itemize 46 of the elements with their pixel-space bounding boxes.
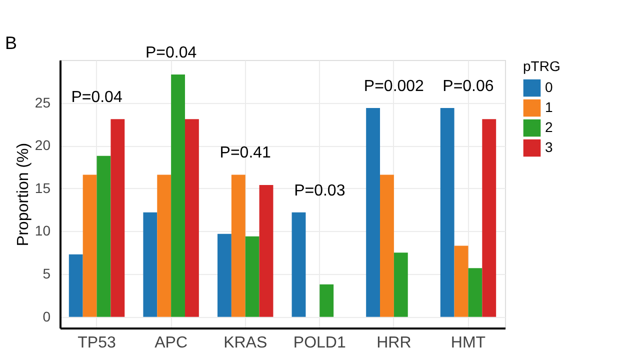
bar bbox=[482, 119, 496, 317]
x-tick-label: POLD1 bbox=[293, 334, 346, 350]
bar bbox=[454, 246, 468, 317]
bar bbox=[96, 156, 111, 317]
bar bbox=[110, 119, 125, 317]
bar bbox=[440, 108, 454, 317]
bar bbox=[259, 185, 274, 317]
legend-label: 3 bbox=[545, 139, 553, 155]
bar bbox=[380, 174, 394, 317]
y-axis-title: Proportion (%) bbox=[14, 142, 32, 246]
bar bbox=[217, 234, 232, 317]
bar bbox=[157, 174, 172, 317]
x-tick-label: HMT bbox=[450, 334, 486, 350]
bar bbox=[468, 268, 482, 317]
annotation: P=0.002 bbox=[364, 78, 424, 95]
y-tick-label: 25 bbox=[34, 94, 51, 110]
bar bbox=[171, 74, 185, 317]
annotation: P=0.41 bbox=[220, 144, 272, 162]
x-tick-label: APC bbox=[154, 334, 188, 350]
annotation: P=0.03 bbox=[294, 182, 346, 200]
bar bbox=[231, 174, 246, 317]
bar bbox=[82, 174, 97, 317]
bar bbox=[292, 212, 306, 317]
bar bbox=[68, 254, 83, 317]
y-tick-label: 0 bbox=[42, 308, 51, 324]
legend-title: pTRG bbox=[523, 58, 560, 74]
text: B bbox=[5, 33, 18, 53]
annotation: P=0.04 bbox=[71, 89, 122, 106]
x-tick-label: HRR bbox=[376, 334, 412, 350]
bar bbox=[143, 212, 158, 317]
legend-label: 2 bbox=[545, 119, 553, 135]
bar bbox=[184, 119, 199, 317]
bar bbox=[366, 108, 380, 317]
legend-label: 0 bbox=[545, 79, 553, 95]
bar bbox=[245, 236, 260, 317]
y-tick-label: 15 bbox=[34, 180, 51, 196]
legend-label: 1 bbox=[545, 99, 553, 115]
annotation: P=0.06 bbox=[442, 78, 494, 95]
bar bbox=[394, 252, 408, 317]
y-tick-label: 5 bbox=[42, 266, 51, 282]
x-tick-label: KRAS bbox=[224, 334, 268, 350]
y-tick-label: 10 bbox=[34, 222, 51, 239]
annotation: P=0.04 bbox=[145, 44, 197, 62]
x-tick-label: TP53 bbox=[78, 334, 116, 350]
bar bbox=[320, 284, 334, 317]
y-tick-label: 20 bbox=[34, 137, 51, 154]
